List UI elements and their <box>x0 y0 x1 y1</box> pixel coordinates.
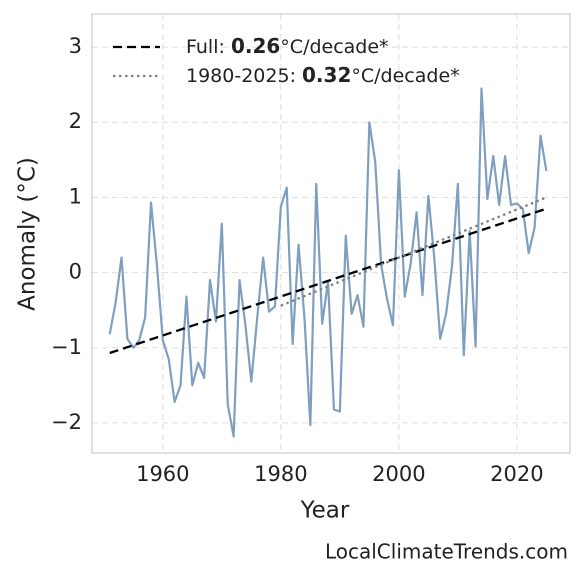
legend-label: Full: 0.26°C/decade* <box>186 34 389 58</box>
y-axis-label: Anomaly (°C) <box>15 157 41 311</box>
legend-text-part: °C/decade* <box>280 36 388 58</box>
data-line <box>108 87 548 438</box>
x-tick-label: 2000 <box>372 462 425 486</box>
y-tick-label: −1 <box>51 335 82 359</box>
y-tick-label: 1 <box>69 184 82 208</box>
y-tick-label: −2 <box>51 410 82 434</box>
legend-text-part: Full: <box>186 36 231 58</box>
trend-line <box>280 196 547 307</box>
y-tick-label: 0 <box>69 260 82 284</box>
legend-text-part: 1980-2025: <box>186 65 302 87</box>
legend-text-part: 0.32 <box>302 63 351 87</box>
legend-label: 1980-2025: 0.32°C/decade* <box>186 63 460 87</box>
legend-text-part: 0.26 <box>231 34 280 58</box>
x-tick-label: 2020 <box>490 462 543 486</box>
y-tick-label: 2 <box>69 109 82 133</box>
x-axis-label: Year <box>300 498 350 524</box>
footer: LocalClimateTrends.com <box>325 540 568 564</box>
x-tick-label: 1960 <box>136 462 189 486</box>
plot-frame <box>91 13 571 454</box>
y-tick-label: 3 <box>69 34 82 58</box>
trend-line <box>109 207 547 355</box>
legend-text-part: °C/decade* <box>351 65 459 87</box>
x-tick-label: 1980 <box>254 462 307 486</box>
